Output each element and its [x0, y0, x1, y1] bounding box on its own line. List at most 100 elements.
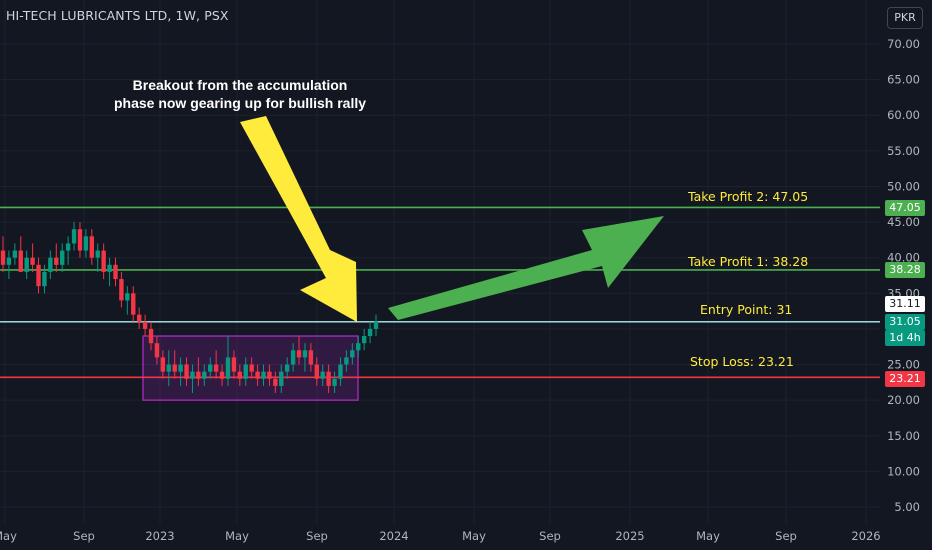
- candle-body: [202, 371, 207, 379]
- candle-body: [261, 371, 266, 379]
- candle-body: [136, 314, 142, 322]
- x-tick-label: 2023: [145, 529, 174, 543]
- candle-body: [196, 371, 201, 379]
- x-tick-label: 2025: [615, 529, 644, 543]
- candle-body: [65, 243, 71, 251]
- y-tick-label: 60.00: [887, 108, 920, 122]
- stop-loss-label: Stop Loss: 23.21: [690, 354, 794, 369]
- candle-body: [243, 364, 248, 379]
- x-tick-label: Sep: [73, 529, 95, 543]
- candle-body: [125, 293, 130, 301]
- candle-body: [290, 350, 296, 365]
- candle-body: [190, 371, 195, 379]
- take-profit-1-price-tag: 38.28: [885, 262, 925, 278]
- x-tick-label: Sep: [539, 529, 561, 543]
- candle-body: [18, 250, 23, 272]
- candle-body: [267, 371, 272, 379]
- candle-body: [273, 378, 278, 386]
- candle-body: [107, 264, 112, 272]
- candle-body: [48, 257, 53, 272]
- take-profit-1-label: Take Profit 1: 38.28: [688, 254, 809, 269]
- candle-body: [225, 357, 231, 379]
- last-close-price-tag: 31.11: [885, 296, 925, 312]
- candle-body: [356, 343, 361, 351]
- candle-body: [95, 250, 100, 258]
- breakout-annotation: Breakout from the accumulation phase now…: [100, 76, 380, 112]
- x-tick-label: May: [225, 529, 249, 543]
- candle-body: [154, 343, 160, 358]
- candle-body: [119, 279, 124, 301]
- candle-body: [308, 350, 314, 365]
- candle-body: [208, 364, 213, 372]
- current-price-tag: 31.05: [885, 314, 925, 330]
- candle-body: [12, 250, 18, 258]
- y-tick-label: 55.00: [887, 144, 920, 158]
- candle-body: [350, 350, 355, 358]
- candle-body: [54, 257, 59, 265]
- candle-body: [71, 229, 77, 244]
- candle-body: [178, 364, 183, 372]
- candle-body: [42, 271, 47, 287]
- candle-body: [279, 371, 284, 386]
- candle-body: [231, 357, 237, 372]
- y-tick-label: 70.00: [887, 37, 920, 51]
- candle-body: [113, 264, 118, 280]
- candle-body: [367, 328, 373, 337]
- candle-body: [160, 357, 166, 372]
- candle-body: [89, 236, 95, 258]
- candle-body: [30, 257, 35, 265]
- candle-body: [24, 257, 29, 272]
- candle-body: [36, 264, 41, 287]
- x-tick-label: May: [462, 529, 486, 543]
- candle-body: [302, 350, 308, 358]
- x-tick-label: 2024: [379, 529, 408, 543]
- annotation-line-1: Breakout from the accumulation: [132, 77, 348, 93]
- y-tick-label: 65.00: [887, 73, 920, 87]
- candle-body: [77, 229, 83, 251]
- candle-body: [142, 321, 148, 329]
- x-tick-label: May: [696, 529, 720, 543]
- candle-body: [320, 371, 325, 379]
- x-tick-label: Sep: [306, 529, 328, 543]
- take-profit-2-price-tag: 47.05: [885, 200, 925, 216]
- y-tick-label: 45.00: [887, 215, 920, 229]
- annotation-line-2: phase now gearing up for bullish rally: [113, 95, 367, 111]
- entry-point-label: Entry Point: 31: [700, 302, 793, 317]
- candle-body: [314, 364, 319, 379]
- candle-body: [219, 371, 225, 379]
- candle-body: [131, 293, 136, 315]
- y-tick-label: 10.00: [887, 464, 920, 478]
- y-tick-label: 15.00: [887, 429, 920, 443]
- candle-body: [237, 371, 243, 379]
- green-arrow: [388, 216, 664, 320]
- candle-body: [0, 250, 6, 265]
- y-tick-label: 25.00: [887, 358, 920, 372]
- y-tick-label: 40.00: [887, 251, 920, 265]
- x-tick-label: May: [0, 529, 17, 543]
- yellow-arrow: [240, 116, 357, 322]
- candle-body: [284, 364, 290, 372]
- candle-body: [332, 378, 337, 386]
- candle-body: [249, 364, 254, 372]
- candle-body: [326, 371, 331, 386]
- y-tick-label: 5.00: [894, 500, 920, 514]
- candle-body: [338, 364, 343, 379]
- candle-body: [373, 321, 379, 329]
- symbol-title: HI-TECH LUBRICANTS LTD, 1W, PSX: [6, 8, 229, 23]
- candle-body: [83, 236, 89, 251]
- candle-body: [296, 350, 302, 358]
- plot-area: [0, 0, 880, 524]
- candle-body: [166, 364, 171, 372]
- bar-countdown-tag: 1d 4h: [885, 330, 925, 346]
- candle-body: [6, 257, 12, 265]
- candle-body: [60, 250, 65, 265]
- x-tick-label: Sep: [775, 529, 797, 543]
- x-tick-label: 2026: [851, 529, 880, 543]
- currency-button[interactable]: PKR: [887, 7, 923, 29]
- y-tick-label: 20.00: [887, 393, 920, 407]
- candle-body: [148, 328, 154, 344]
- candle-body: [101, 250, 106, 272]
- candle-body: [172, 364, 177, 372]
- candle-body: [344, 357, 349, 365]
